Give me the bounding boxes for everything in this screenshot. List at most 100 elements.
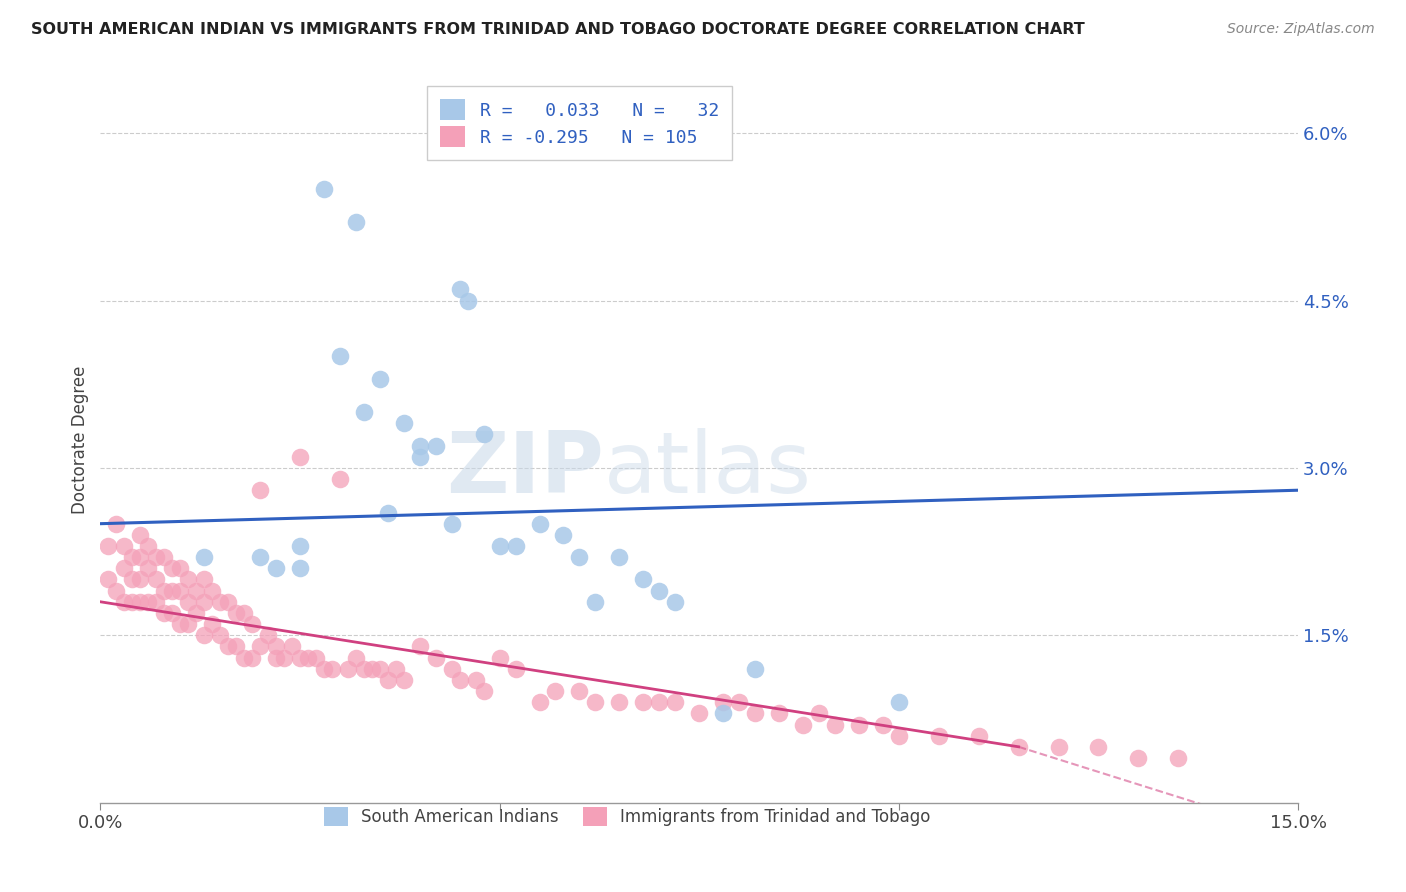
Point [1087,739,1109,754]
Point [281,640,304,654]
Point [273,650,295,665]
Point [201,583,224,598]
Point [1007,739,1029,754]
Point [312,662,335,676]
Point [177,595,200,609]
Point [472,684,495,698]
Point [792,717,814,731]
Point [488,650,510,665]
Point [209,628,232,642]
Point [240,617,263,632]
Point [225,640,247,654]
Text: SOUTH AMERICAN INDIAN VS IMMIGRANTS FROM TRINIDAD AND TOBAGO DOCTORATE DEGREE CO: SOUTH AMERICAN INDIAN VS IMMIGRANTS FROM… [31,22,1084,37]
Point [568,550,591,565]
Point [153,583,176,598]
Point [472,427,495,442]
Point [240,650,263,665]
Point [872,717,894,731]
Point [264,561,287,575]
Point [112,595,135,609]
Point [1167,751,1189,765]
Point [336,662,359,676]
Point [145,550,167,565]
Point [160,583,183,598]
Point [209,595,232,609]
Point [728,695,751,709]
Point [288,539,311,553]
Point [505,539,527,553]
Point [153,550,176,565]
Point [129,528,152,542]
Point [329,472,352,486]
Point [368,372,391,386]
Point [344,650,367,665]
Point [186,583,208,598]
Point [633,695,655,709]
Point [129,595,152,609]
Point [136,539,159,553]
Point [288,561,311,575]
Point [392,673,415,687]
Text: Source: ZipAtlas.com: Source: ZipAtlas.com [1227,22,1375,37]
Point [744,662,766,676]
Point [568,684,591,698]
Point [409,439,432,453]
Point [609,550,631,565]
Point [233,650,256,665]
Point [360,662,382,676]
Point [153,606,176,620]
Point [928,729,950,743]
Point [848,717,870,731]
Point [312,182,335,196]
Point [160,606,183,620]
Point [544,684,567,698]
Point [377,673,399,687]
Point [887,695,910,709]
Point [121,573,143,587]
Point [145,573,167,587]
Point [887,729,910,743]
Point [193,573,215,587]
Point [425,439,447,453]
Point [112,561,135,575]
Point [257,628,280,642]
Point [186,606,208,620]
Point [488,539,510,553]
Point [97,539,120,553]
Point [121,595,143,609]
Point [449,282,471,296]
Point [249,640,271,654]
Point [177,573,200,587]
Point [353,405,375,419]
Y-axis label: Doctorate Degree: Doctorate Degree [72,366,89,514]
Point [288,650,311,665]
Point [288,450,311,464]
Point [217,595,239,609]
Point [136,561,159,575]
Point [449,673,471,687]
Point [609,695,631,709]
Text: atlas: atlas [603,427,811,510]
Point [129,573,152,587]
Point [353,662,375,676]
Point [217,640,239,654]
Point [177,617,200,632]
Point [97,573,120,587]
Point [440,662,463,676]
Point [744,706,766,721]
Legend: South American Indians, Immigrants from Trinidad and Tobago: South American Indians, Immigrants from … [316,798,939,834]
Point [529,695,551,709]
Point [583,595,606,609]
Point [505,662,527,676]
Point [440,516,463,531]
Point [409,640,432,654]
Point [464,673,486,687]
Point [169,617,191,632]
Point [648,583,671,598]
Point [201,617,224,632]
Point [824,717,846,731]
Point [105,583,128,598]
Point [249,483,271,498]
Point [264,650,287,665]
Point [425,650,447,665]
